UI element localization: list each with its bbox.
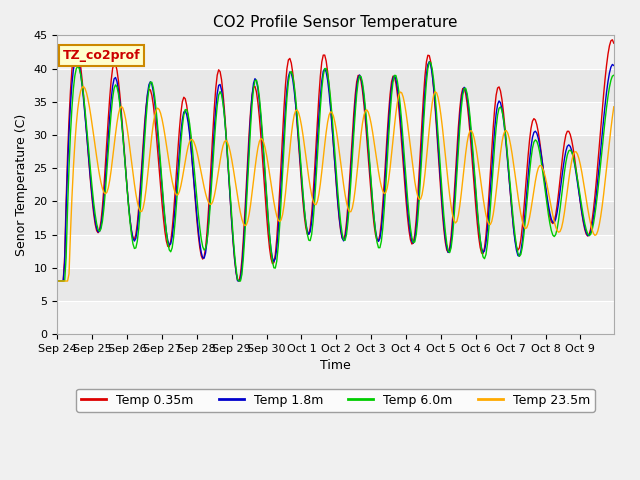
X-axis label: Time: Time bbox=[320, 360, 351, 372]
Y-axis label: Senor Temperature (C): Senor Temperature (C) bbox=[15, 114, 28, 256]
Text: TZ_co2prof: TZ_co2prof bbox=[63, 49, 141, 62]
Title: CO2 Profile Sensor Temperature: CO2 Profile Sensor Temperature bbox=[213, 15, 458, 30]
Bar bbox=[58, 168, 614, 201]
Bar bbox=[58, 235, 614, 268]
Bar bbox=[58, 301, 614, 334]
Bar bbox=[58, 102, 614, 135]
Bar bbox=[58, 36, 614, 69]
Legend: Temp 0.35m, Temp 1.8m, Temp 6.0m, Temp 23.5m: Temp 0.35m, Temp 1.8m, Temp 6.0m, Temp 2… bbox=[76, 389, 595, 411]
